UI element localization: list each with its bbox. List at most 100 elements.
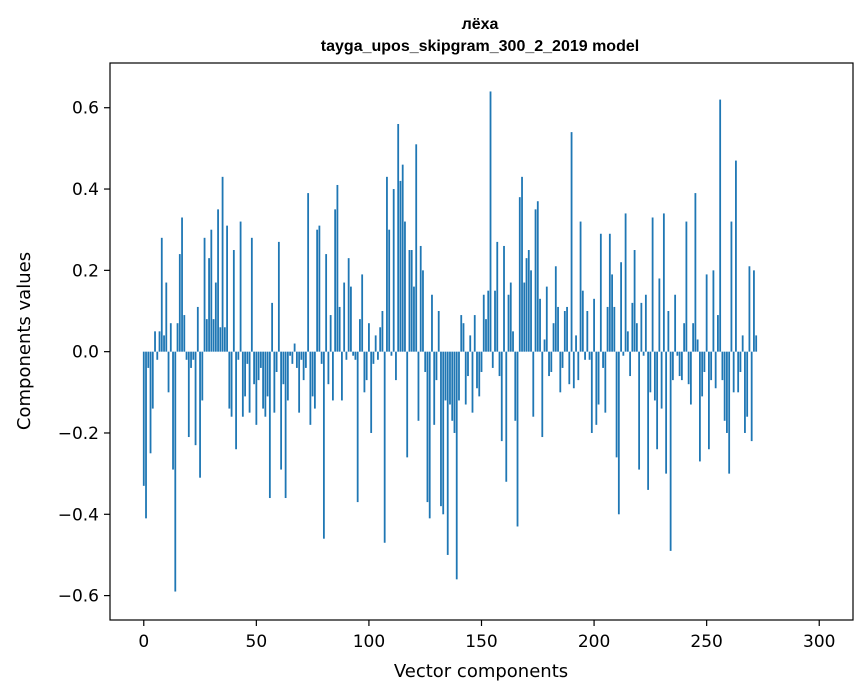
- bar: [714, 351, 717, 389]
- bar: [291, 351, 294, 364]
- bars-group: [142, 91, 758, 592]
- x-tick-label: 200: [578, 632, 610, 652]
- bar: [689, 351, 692, 405]
- bar: [694, 193, 697, 352]
- bar: [334, 209, 337, 352]
- bar: [507, 294, 510, 352]
- bar: [613, 306, 616, 352]
- bar: [626, 331, 629, 352]
- bar: [374, 335, 377, 352]
- bar: [602, 351, 604, 368]
- bar: [480, 351, 483, 372]
- bar: [514, 351, 517, 421]
- bar: [667, 311, 670, 352]
- bar: [419, 245, 422, 352]
- bar: [210, 229, 213, 352]
- bar: [295, 351, 298, 368]
- bar: [446, 351, 449, 555]
- bar: [581, 290, 584, 352]
- bar: [586, 311, 589, 352]
- bar: [370, 351, 373, 433]
- bar: [181, 217, 183, 352]
- bar: [395, 351, 397, 381]
- bar: [523, 282, 526, 352]
- bar: [338, 306, 341, 352]
- bar: [368, 323, 370, 352]
- bar: [401, 164, 404, 352]
- bar: [647, 351, 650, 490]
- bar: [503, 245, 505, 352]
- bar: [350, 286, 352, 352]
- bar: [372, 351, 375, 364]
- bar: [151, 351, 154, 409]
- bar: [347, 258, 350, 352]
- bar: [280, 351, 283, 470]
- bar: [629, 351, 631, 377]
- bar: [730, 221, 733, 352]
- bar: [635, 323, 638, 352]
- bar: [462, 323, 465, 352]
- bar: [176, 323, 179, 352]
- bar: [217, 209, 219, 352]
- bar: [232, 250, 235, 352]
- bar: [525, 258, 528, 352]
- bar: [163, 335, 165, 352]
- bar: [266, 351, 269, 397]
- bar: [699, 351, 701, 462]
- bar: [755, 335, 758, 352]
- bar: [185, 351, 188, 360]
- y-tick-label: 0.4: [72, 180, 99, 200]
- bar: [444, 351, 447, 401]
- bar: [237, 351, 240, 360]
- bar: [527, 250, 530, 352]
- bar: [399, 180, 402, 352]
- bar: [145, 351, 147, 519]
- bar: [293, 343, 296, 352]
- bar: [712, 270, 715, 352]
- bar: [662, 213, 665, 352]
- bar: [750, 351, 753, 442]
- bar: [404, 221, 406, 352]
- bar: [250, 237, 253, 352]
- bar: [327, 351, 330, 385]
- bar: [406, 351, 409, 458]
- bar: [563, 311, 566, 352]
- bar: [221, 176, 224, 352]
- bar: [356, 351, 359, 503]
- bar: [142, 351, 145, 486]
- bar: [753, 270, 755, 352]
- bar: [577, 351, 580, 381]
- bar: [482, 294, 485, 352]
- bar: [298, 351, 301, 413]
- y-tick-label: −0.4: [58, 505, 99, 525]
- bar: [692, 323, 695, 352]
- bar: [476, 351, 478, 389]
- bar: [316, 229, 319, 352]
- bar: [608, 233, 611, 352]
- bar: [354, 351, 357, 360]
- bar: [566, 306, 568, 352]
- bar: [739, 351, 742, 372]
- bar: [575, 335, 577, 352]
- bar: [219, 327, 222, 352]
- bar: [536, 201, 539, 352]
- bar: [604, 351, 607, 413]
- bar: [422, 270, 424, 352]
- bar: [453, 351, 456, 433]
- bar: [505, 351, 508, 482]
- chart-title: лёха: [462, 16, 499, 33]
- y-axis-ticks: −0.6 −0.4 −0.2 0.0 0.2 0.4 0.6: [58, 99, 110, 607]
- bar: [246, 351, 249, 364]
- bar: [248, 351, 251, 413]
- bar: [318, 225, 321, 352]
- bar: [428, 351, 431, 519]
- bar: [322, 351, 325, 539]
- bar: [719, 99, 722, 352]
- bar: [620, 262, 622, 352]
- bar: [413, 286, 415, 352]
- bar: [190, 351, 192, 368]
- bar: [320, 351, 323, 364]
- bar: [309, 351, 312, 425]
- bar: [554, 266, 557, 352]
- bar: [590, 351, 593, 433]
